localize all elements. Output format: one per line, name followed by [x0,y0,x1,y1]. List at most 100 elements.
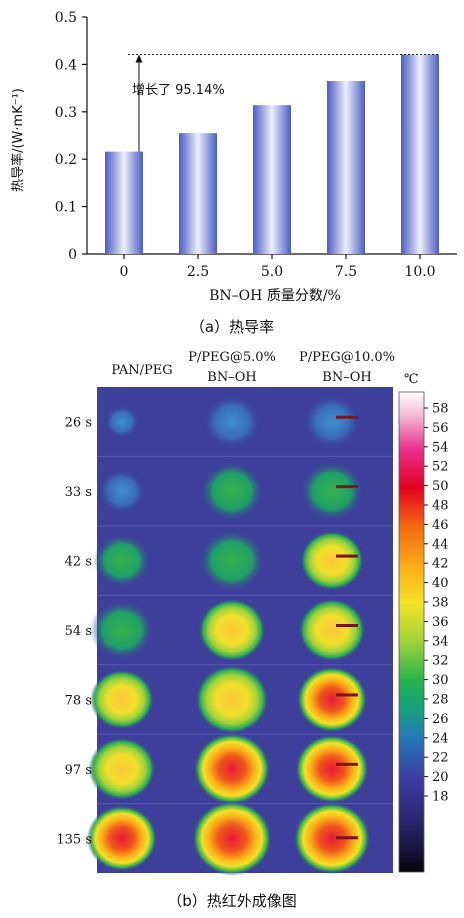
column-header-1-line2: BN–OH [207,370,256,385]
ir-row [104,394,361,449]
colorbar-tick-label: 42 [432,557,449,572]
colorbar-tick-label: 52 [432,460,449,475]
colorbar-tick-label: 18 [432,790,449,805]
y-tick-label: 0.1 [55,200,77,216]
time-labels: 26 s 33 s 42 s 54 s 78 s 97 s 135 s [56,416,92,848]
colorbar-tick-label: 58 [432,402,449,417]
colorbar-ticks: 58 56 54 52 50 48 46 44 42 40 38 36 34 32 30 28 26 24 22 20… [424,402,449,805]
thermal-spot [98,468,146,514]
colorbar-unit: ℃ [404,372,419,387]
column-header-1: P/PEG@5.0% [188,350,276,365]
y-tick-label: 0.5 [55,10,77,26]
thermal-spot [295,734,369,804]
colorbar-tick-label: 40 [432,576,449,591]
colorbar-tick-label: 24 [432,731,449,746]
y-tick-label: 0.3 [55,105,77,121]
ir-row [90,664,393,734]
column-header-2-line2: BN–OH [322,370,371,385]
thermal-spot [298,598,366,662]
x-tick-label: 2.5 [187,264,209,280]
marker-line [336,624,358,627]
time-label: 33 s [65,485,92,500]
caption-b: （b）热红外成像图 [167,892,297,910]
x-tick-label: 5.0 [261,264,283,280]
y-tick-label: 0.4 [55,57,77,73]
thermal-spot [300,461,364,522]
increase-annotation: 增长了 95.14% [132,83,225,98]
marker-line [336,762,358,766]
marker-line [336,836,358,840]
y-tick-label: 0 [68,247,77,263]
y-tick-label: 0.2 [55,152,77,168]
marker-line [336,485,358,489]
time-label: 42 s [65,555,92,570]
colorbar-tick-label: 32 [432,654,449,669]
marker-line [336,415,358,419]
colorbar-tick-label: 26 [432,712,449,727]
bar [105,151,143,254]
thermal-spot [303,394,361,449]
increase-arrow-head [135,54,143,63]
marker-line [336,554,358,558]
thermal-spot [198,529,266,593]
x-axis-label: BN–OH 质量分数/% [209,288,341,304]
thermal-spot [203,394,261,449]
colorbar-gradient [398,391,425,873]
ir-row [93,525,393,593]
caption-a: （a）热导率 [190,318,274,336]
colorbar-tick-label: 56 [432,421,449,436]
colorbar-tick-label: 20 [432,770,449,785]
ir-row [88,732,393,805]
marker-line [336,693,358,697]
column-header-0: PAN/PEG [111,363,172,378]
colorbar-tick-label: 28 [432,693,449,708]
ir-row [86,800,393,876]
time-label: 78 s [65,693,92,708]
column-header-2: P/PEG@10.0% [299,350,395,365]
time-label: 54 s [65,624,92,639]
colorbar-tick-label: 48 [432,499,449,514]
thermal-spot [300,530,364,591]
thermal-conductivity-bar-chart: 0 0.1 0.2 0.3 0.4 0.5 0 2.5 5.0 7.5 10.0 增长了 95.1… [10,10,457,336]
thermal-spot [90,600,154,660]
colorbar-tick-label: 54 [432,440,449,455]
thermal-spot [198,598,266,662]
time-label: 97 s [65,763,92,778]
colorbar-tick-label: 50 [432,479,449,494]
colorbar-tick-label: 36 [432,615,449,630]
colorbar: ℃ 58 56 54 52 50 48 46 44 42 40 38 36 34 32 30 28 26 24 22… [398,372,449,873]
ir-row [90,594,393,662]
x-ticks: 0 2.5 5.0 7.5 10.0 [120,254,436,280]
colorbar-tick-label: 38 [432,596,449,611]
bar [253,105,291,254]
thermal-spot [193,732,271,805]
thermal-spot [88,737,156,801]
thermal-spot [192,800,272,876]
thermal-spot [90,669,154,730]
colorbar-tick-label: 44 [432,537,449,552]
ir-image-rows [86,394,393,876]
thermal-spot [200,461,264,522]
thermal-spot [104,405,140,439]
column-headers: PAN/PEG P/PEG@5.0% BN–OH P/PEG@10.0% BN–… [111,350,395,385]
thermal-spot [86,805,158,872]
colorbar-tick-label: 46 [432,518,449,533]
colorbar-tick-label: 34 [432,634,449,649]
x-tick-label: 0 [120,264,129,280]
bar [401,54,439,254]
bars [105,54,439,255]
x-tick-label: 7.5 [335,264,357,280]
y-axis-label: 热导率/(W·mK⁻¹) [10,88,26,192]
thermal-spot [296,666,368,733]
ir-row [97,455,393,522]
colorbar-tick-label: 30 [432,673,449,688]
thermal-spot [293,802,371,875]
bar [179,133,217,254]
y-ticks: 0 0.1 0.2 0.3 0.4 0.5 [55,10,87,263]
time-label: 135 s [56,832,92,847]
time-label: 26 s [65,416,92,431]
bar [327,80,365,255]
x-tick-label: 10.0 [404,264,435,280]
